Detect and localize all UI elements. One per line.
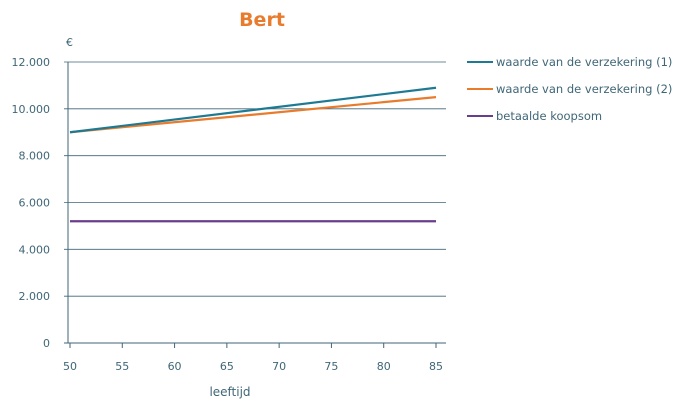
- x-tick-label: 85: [429, 360, 443, 373]
- axes: [64, 62, 446, 344]
- x-tick-label: 60: [168, 360, 182, 373]
- x-tick-label: 65: [220, 360, 234, 373]
- y-tick-label: 0: [43, 337, 50, 350]
- grid: [64, 61, 446, 297]
- y-tick-label: 2.000: [19, 290, 51, 303]
- x-tick-label: 80: [377, 360, 391, 373]
- x-ticks: 50 55 60 65 70 75 80 85: [63, 343, 443, 373]
- series-line-1: [69, 86, 437, 134]
- x-axis-label: leeftijd: [209, 385, 250, 399]
- y-unit-label: €: [66, 36, 73, 49]
- series-lines: [69, 86, 437, 223]
- series-line-2: [69, 96, 437, 134]
- legend-label: waarde van de verzekering (1): [496, 55, 672, 69]
- y-tick-label: 8.000: [19, 150, 51, 163]
- x-tick-label: 70: [272, 360, 286, 373]
- legend-label: waarde van de verzekering (2): [496, 82, 672, 96]
- x-tick-label: 55: [115, 360, 129, 373]
- x-tick-label: 50: [63, 360, 77, 373]
- y-tick-label: 6.000: [19, 197, 51, 210]
- legend-label: betaalde koopsom: [496, 109, 602, 123]
- x-tick-label: 75: [324, 360, 338, 373]
- y-tick-label: 10.000: [12, 103, 51, 116]
- y-tick-label: 4.000: [19, 243, 51, 256]
- y-tick-label: 12.000: [12, 56, 51, 69]
- chart-title: Bert: [239, 9, 285, 31]
- legend: waarde van de verzekering (1) waarde van …: [467, 55, 672, 123]
- y-ticks: 0 2.000 4.000 6.000 8.000 10.000 12.000: [12, 56, 51, 350]
